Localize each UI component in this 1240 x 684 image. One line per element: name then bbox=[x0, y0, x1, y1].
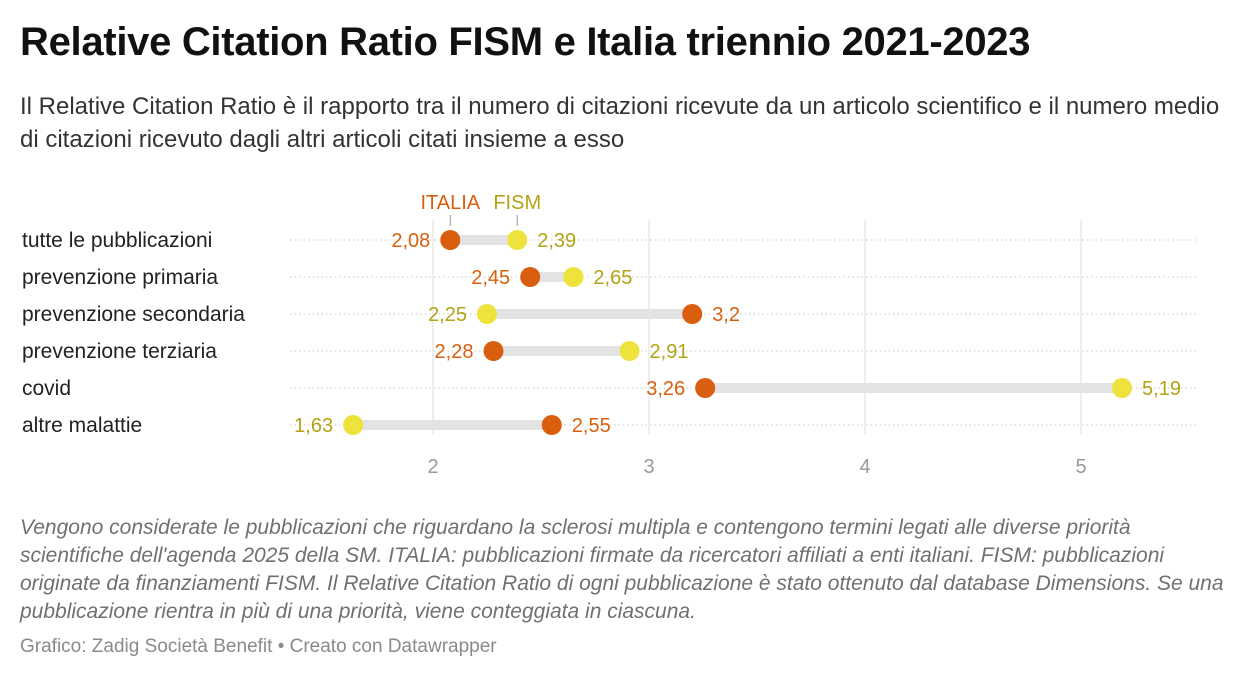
italia-point bbox=[682, 304, 703, 324]
fism-value-label: 2,25 bbox=[428, 304, 467, 326]
chart-subtitle: Il Relative Citation Ratio è il rapporto… bbox=[20, 93, 1220, 153]
fism-value-label: 2,65 bbox=[593, 267, 632, 289]
grid-lines bbox=[290, 220, 1198, 435]
category-label: covid bbox=[22, 377, 71, 400]
fism-point bbox=[343, 415, 364, 435]
fism-value-label: 1,63 bbox=[294, 415, 333, 437]
italia-value-label: 2,28 bbox=[435, 341, 474, 363]
legend-label-fism: FISM bbox=[493, 192, 541, 214]
fism-value-label: 5,19 bbox=[1142, 378, 1181, 400]
fism-value-label: 2,91 bbox=[650, 341, 689, 363]
italia-point bbox=[483, 341, 504, 361]
fism-point bbox=[619, 341, 640, 361]
fism-point bbox=[1112, 378, 1133, 398]
category-label: altre malattie bbox=[22, 414, 142, 437]
fism-point bbox=[507, 230, 528, 250]
category-label: prevenzione terziaria bbox=[22, 340, 217, 363]
fism-point bbox=[477, 304, 497, 324]
legend: ITALIA FISM bbox=[420, 192, 541, 226]
italia-value-label: 2,45 bbox=[471, 267, 510, 289]
italia-point bbox=[695, 378, 716, 398]
italia-point bbox=[541, 415, 562, 435]
italia-value-label: 2,08 bbox=[391, 230, 430, 252]
x-tick-label: 2 bbox=[427, 456, 438, 478]
italia-point bbox=[520, 267, 541, 287]
category-label: prevenzione primaria bbox=[22, 266, 218, 289]
dot-range-chart: tutte le pubblicazioni 2,08 2,39 prevenzion… bbox=[22, 192, 1198, 478]
legend-label-italia: ITALIA bbox=[420, 192, 480, 214]
italia-value-label: 2,55 bbox=[572, 415, 611, 437]
fism-value-label: 2,39 bbox=[537, 230, 576, 252]
chart-title: Relative Citation Ratio FISM e Italia tr… bbox=[20, 20, 1031, 64]
category-label: prevenzione secondaria bbox=[22, 303, 245, 326]
x-tick-label: 5 bbox=[1075, 456, 1086, 478]
fism-point bbox=[563, 267, 584, 287]
x-axis: 2 3 4 5 bbox=[427, 456, 1086, 478]
x-tick-label: 3 bbox=[643, 456, 654, 478]
italia-value-label: 3,2 bbox=[712, 304, 740, 326]
chart-rows: tutte le pubblicazioni 2,08 2,39 prevenzion… bbox=[22, 229, 1181, 437]
category-label: tutte le pubblicazioni bbox=[22, 229, 212, 252]
x-tick-label: 4 bbox=[859, 456, 870, 478]
chart-notes: Vengono considerate le pubblicazioni che… bbox=[20, 516, 1224, 623]
chart-byline: Grafico: Zadig Società Benefit • Creato … bbox=[20, 636, 497, 657]
italia-point bbox=[440, 230, 461, 250]
italia-value-label: 3,26 bbox=[646, 378, 685, 400]
